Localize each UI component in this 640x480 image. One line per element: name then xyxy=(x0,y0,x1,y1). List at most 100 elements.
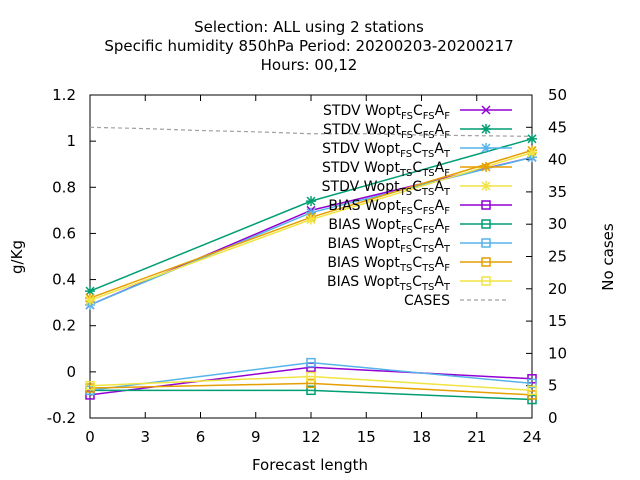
y-tick-label: 1 xyxy=(66,132,76,150)
legend-letter: C xyxy=(412,141,422,157)
legend-marker xyxy=(481,276,491,286)
legend-entry: STDV WoptFSCTSAT xyxy=(322,141,512,160)
legend-label: STDV WoptTSCTSAT xyxy=(322,179,451,198)
legend-entry: CASES xyxy=(404,293,506,309)
legend-letter: A xyxy=(435,255,445,271)
axis-ticks: 0 3 6 9 12 15 18 21 24 -0.2 0 0.2 0.4 0.6 0.8 1 1.2 0 5 10 1… xyxy=(47,86,567,446)
legend-letter: C xyxy=(413,217,423,233)
legend-sub: FS xyxy=(423,225,435,236)
legend-label: BIAS WoptTSCTSAT xyxy=(327,274,451,293)
y2-tick-label: 20 xyxy=(548,280,567,298)
y-axis-label: g/Kg xyxy=(8,240,26,274)
legend-letter: C xyxy=(412,274,422,290)
series-line xyxy=(90,389,533,401)
legend-sub: FS xyxy=(423,130,435,141)
legend-letter: C xyxy=(413,103,423,119)
y2-tick-label: 15 xyxy=(548,312,567,330)
legend-marker xyxy=(481,200,491,210)
legend-letter: A xyxy=(434,179,444,195)
legend-entry: STDV WoptTSCTSAT xyxy=(322,179,512,198)
y-tick-label: 0.2 xyxy=(52,317,76,335)
legend-marker xyxy=(481,219,491,229)
x-tick-label: 9 xyxy=(251,428,261,446)
legend-sub: F xyxy=(444,206,450,217)
legend-sub: FS xyxy=(400,149,412,160)
title-line-2: Specific humidity 850hPa Period: 2020020… xyxy=(104,37,513,55)
legend-label: BIAS WoptFSCFSAF xyxy=(328,217,450,236)
legend-sub: TS xyxy=(399,187,412,198)
legend-sub: F xyxy=(444,168,450,179)
cases-layer xyxy=(89,126,533,137)
y-tick-label: 0.6 xyxy=(52,224,76,242)
legend-sub: F xyxy=(444,225,450,236)
legend-letter: C xyxy=(412,255,422,271)
x-tick-label: 6 xyxy=(196,428,206,446)
series-line xyxy=(89,151,533,302)
y2-axis-label: No cases xyxy=(599,223,617,291)
x-tick-label: 18 xyxy=(412,428,431,446)
legend-entry: BIAS WoptFSCFSAF xyxy=(328,198,512,217)
x-tick-label: 12 xyxy=(301,428,320,446)
legend-marker-b xyxy=(481,105,491,115)
legend-sub: F xyxy=(444,130,450,141)
legend-label: STDV WoptFSCFSAF xyxy=(323,122,450,141)
y-tick-label: 1.2 xyxy=(52,86,76,104)
y2-tick-label: 30 xyxy=(548,215,567,233)
data-point xyxy=(306,385,316,396)
x-tick-label: 0 xyxy=(85,428,95,446)
legend-letter: C xyxy=(413,122,423,138)
legend-sub: TS xyxy=(399,282,412,293)
legend-entry: STDV WoptFSCFSAF xyxy=(323,122,512,141)
y-tick-label: 0 xyxy=(66,363,76,381)
legend-letter: A xyxy=(435,217,445,233)
y2-tick-label: 35 xyxy=(548,183,567,201)
cases-line xyxy=(89,126,533,137)
legend-label: BIAS WoptFSCFSAF xyxy=(328,198,450,217)
y2-tick-label: 10 xyxy=(548,344,567,362)
legend-letter: C xyxy=(412,160,422,176)
series-line xyxy=(89,382,533,396)
y2-tick-label: 45 xyxy=(548,118,567,136)
series-5 xyxy=(85,147,537,306)
legend-sub: T xyxy=(443,244,451,255)
legend-name: STDV Wopt xyxy=(323,103,401,119)
legend-sub: T xyxy=(443,282,451,293)
plot-area xyxy=(89,94,533,419)
legend-name: BIAS Wopt xyxy=(327,255,400,271)
y2-tick-label: 5 xyxy=(548,377,558,395)
chart-title: Selection: ALL using 2 stations Specific… xyxy=(104,18,513,74)
legend-label: STDV WoptFSCTSAT xyxy=(322,141,451,160)
legend-entry: BIAS WoptTSCTSAT xyxy=(327,274,512,293)
legend-name: STDV Wopt xyxy=(322,160,400,176)
legend-sub: T xyxy=(443,187,451,198)
legend-sub: T xyxy=(443,149,451,160)
title-line-1: Selection: ALL using 2 stations xyxy=(194,18,424,36)
legend-sub: TS xyxy=(421,168,434,179)
series-10 xyxy=(85,371,537,396)
legend-sub: FS xyxy=(423,206,435,217)
legend-marker xyxy=(481,238,491,248)
legend-entry: BIAS WoptFSCFSAF xyxy=(328,217,512,236)
legend-name: BIAS Wopt xyxy=(328,236,401,252)
x-tick-label: 15 xyxy=(357,428,376,446)
legend-sub: FS xyxy=(423,111,435,122)
legend-sub: TS xyxy=(421,149,434,160)
title-line-3: Hours: 00,12 xyxy=(261,56,358,74)
legend-sub: FS xyxy=(401,130,413,141)
legend-entry: STDV WoptTSCTSAF xyxy=(322,160,512,179)
data-point xyxy=(306,371,316,382)
legend-sub: FS xyxy=(401,206,413,217)
y2-tick-label: 50 xyxy=(548,86,567,104)
y-tick-label: -0.2 xyxy=(47,409,76,427)
legend-marker xyxy=(481,257,491,267)
legend-letter: A xyxy=(435,103,445,119)
legend-label: CASES xyxy=(404,293,450,309)
legend-letter: A xyxy=(435,122,445,138)
legend-sub: F xyxy=(444,263,450,274)
legend-name: BIAS Wopt xyxy=(328,198,401,214)
legend-label: STDV WoptTSCTSAF xyxy=(322,160,450,179)
x-tick-label: 24 xyxy=(522,428,541,446)
legend-letter: A xyxy=(434,236,444,252)
legend-letter: A xyxy=(435,160,445,176)
series-1 xyxy=(85,152,537,310)
